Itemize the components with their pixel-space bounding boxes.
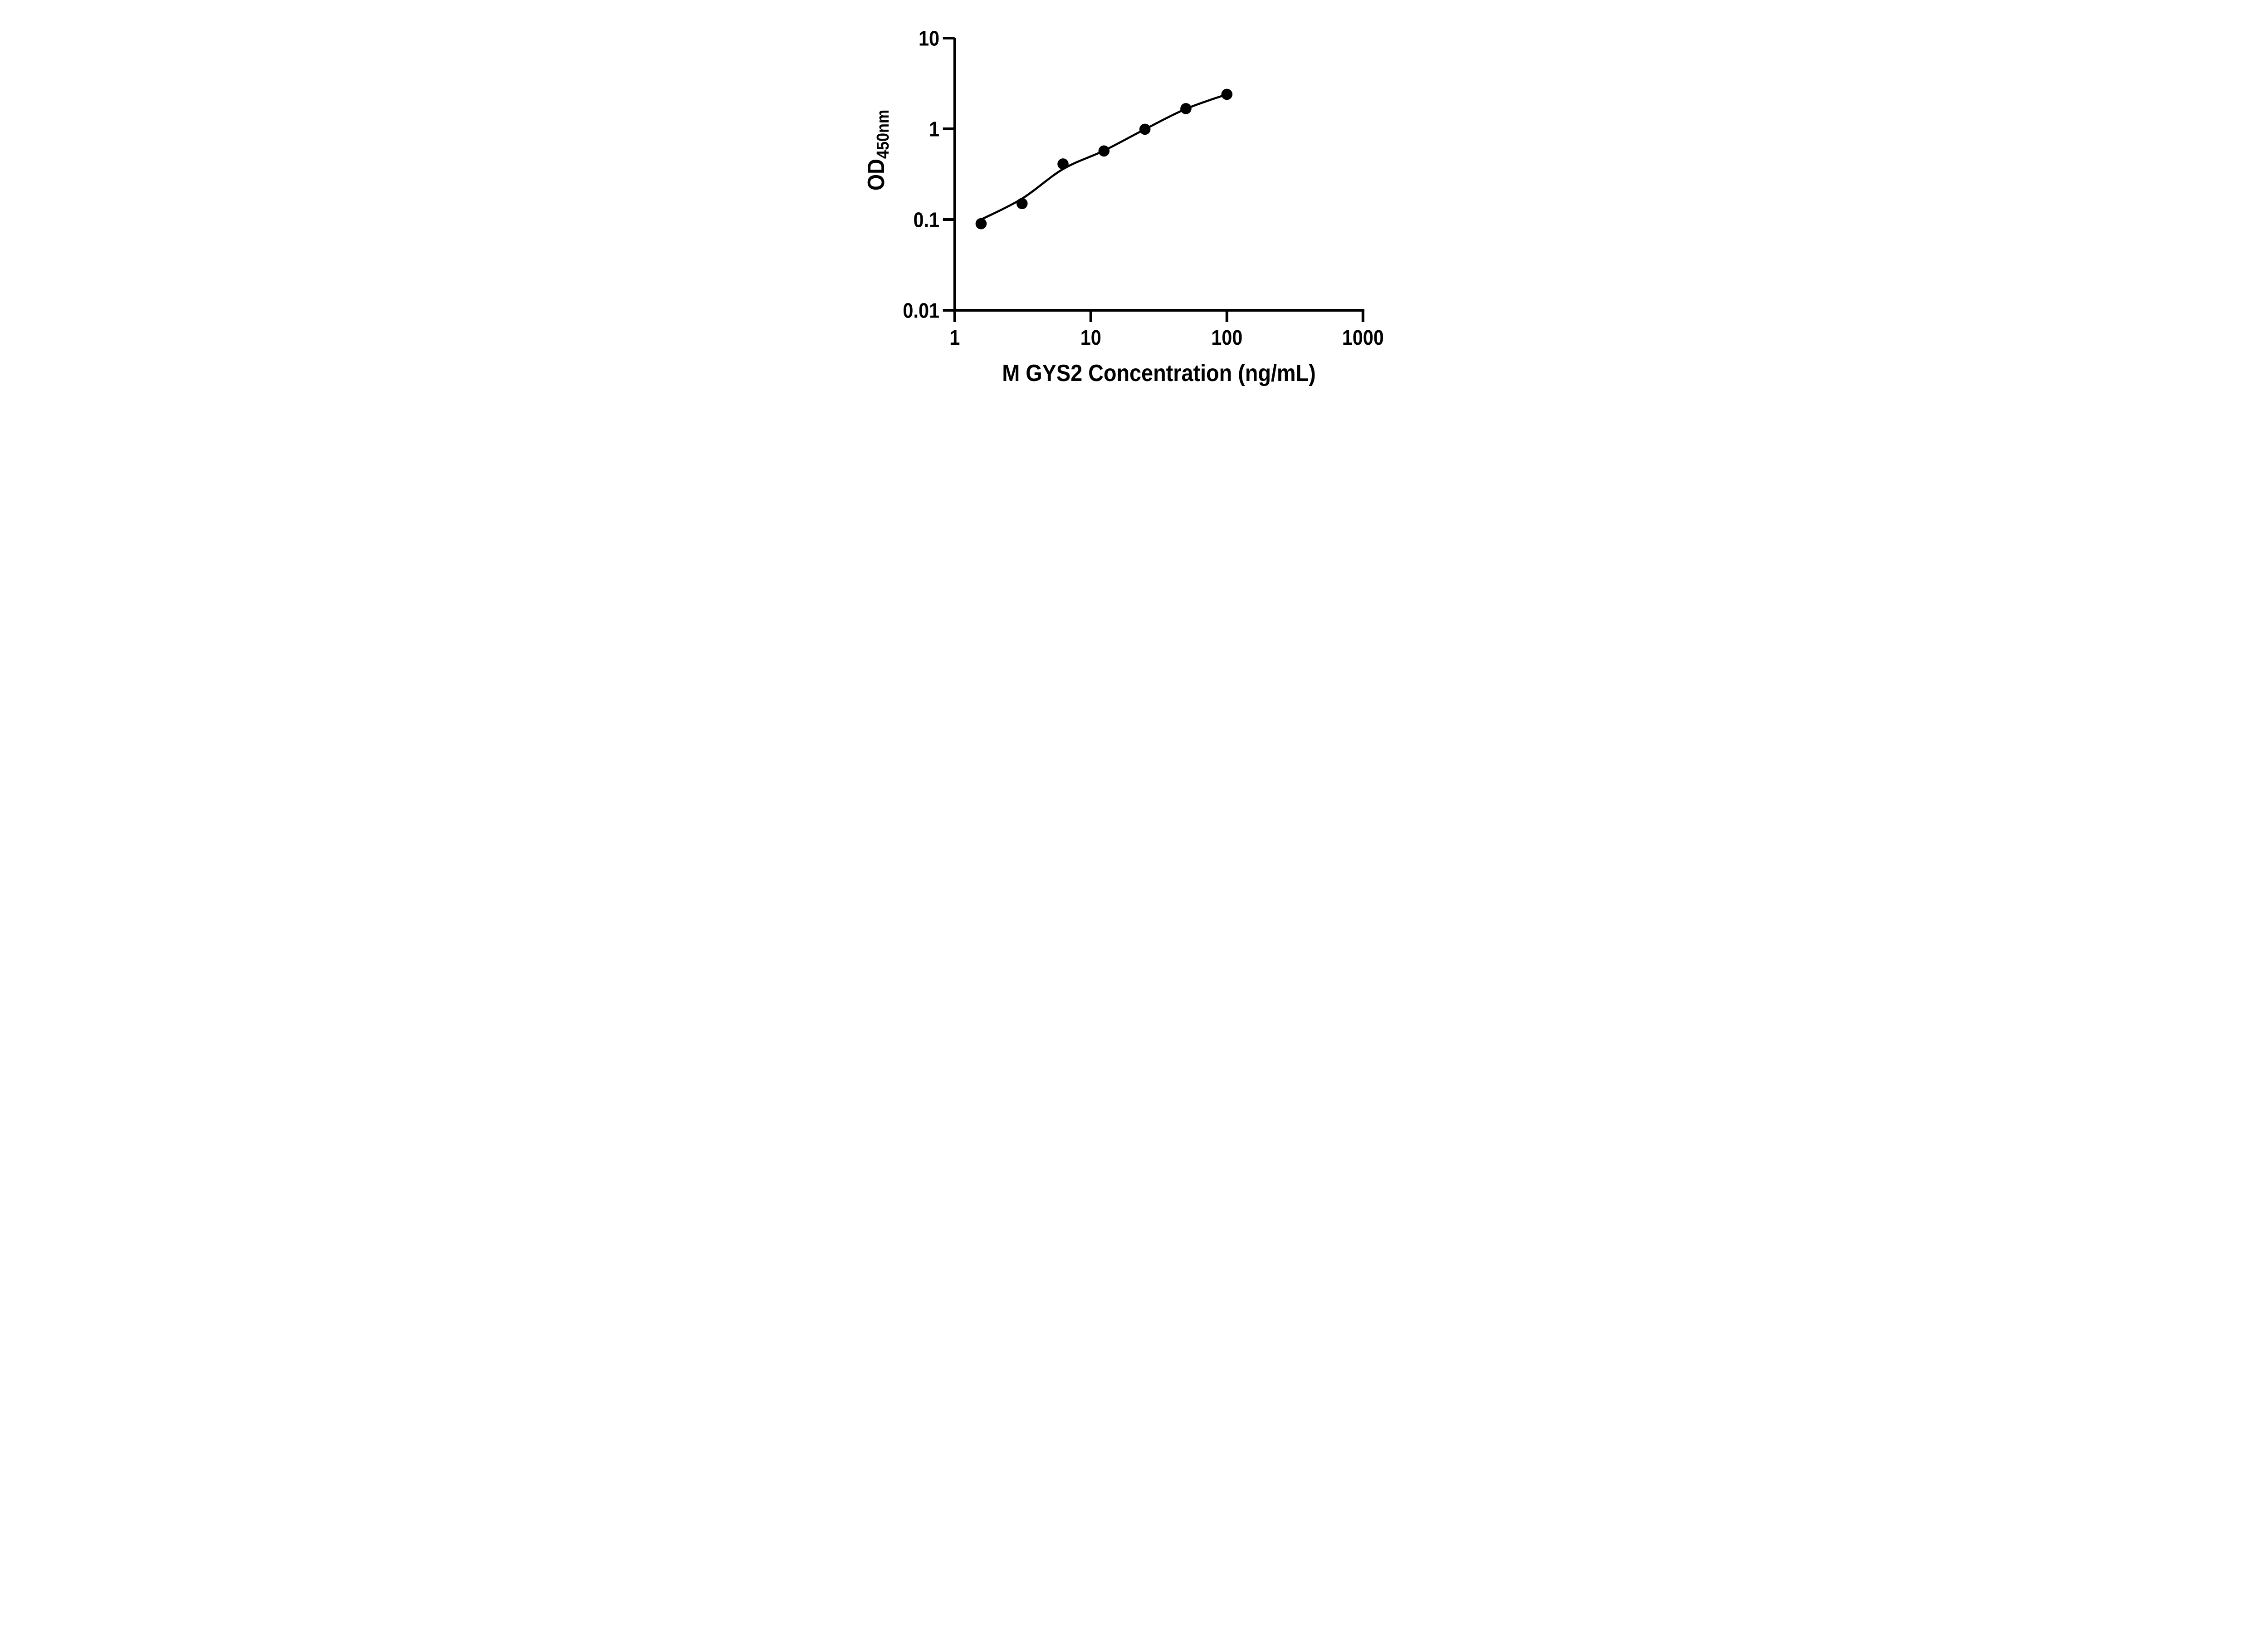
chart-canvas: 10 1 0.1 0.01 1 10 100 1000 M GYS2 Concentration…: [863, 27, 1384, 386]
x-tick-label: 1000: [1342, 326, 1384, 350]
axes: [953, 38, 1364, 312]
y-axis-title: OD450nm: [863, 110, 893, 191]
y-axis-title-main: OD: [863, 159, 890, 191]
axis-frame: [953, 38, 1364, 312]
y-tick-label: 0.01: [903, 299, 939, 323]
data-points: [975, 88, 1233, 230]
data-point: [1016, 198, 1028, 210]
y-axis-title-subscript: 450nm: [873, 110, 892, 159]
x-tick-label: 10: [1080, 326, 1101, 350]
data-point: [1139, 123, 1151, 135]
data-point: [1057, 158, 1069, 170]
x-tick-label: 100: [1211, 326, 1242, 350]
x-axis-title: M GYS2 Concentration (ng/mL): [1002, 360, 1315, 386]
y-tick-label: 1: [929, 118, 939, 142]
x-axis: 1 10 100 1000: [949, 310, 1384, 350]
data-point: [1221, 88, 1233, 100]
elisa-standard-curve-figure: 10 1 0.1 0.01 1 10 100 1000 M GYS2 Concentration…: [842, 0, 1426, 408]
y-axis: 10 1 0.1 0.01: [903, 27, 955, 323]
data-point: [1098, 145, 1110, 157]
data-point: [1180, 103, 1192, 114]
y-tick-label: 0.1: [913, 209, 939, 232]
y-tick-label: 10: [919, 27, 939, 51]
data-point: [975, 218, 987, 230]
x-tick-label: 1: [949, 326, 960, 350]
